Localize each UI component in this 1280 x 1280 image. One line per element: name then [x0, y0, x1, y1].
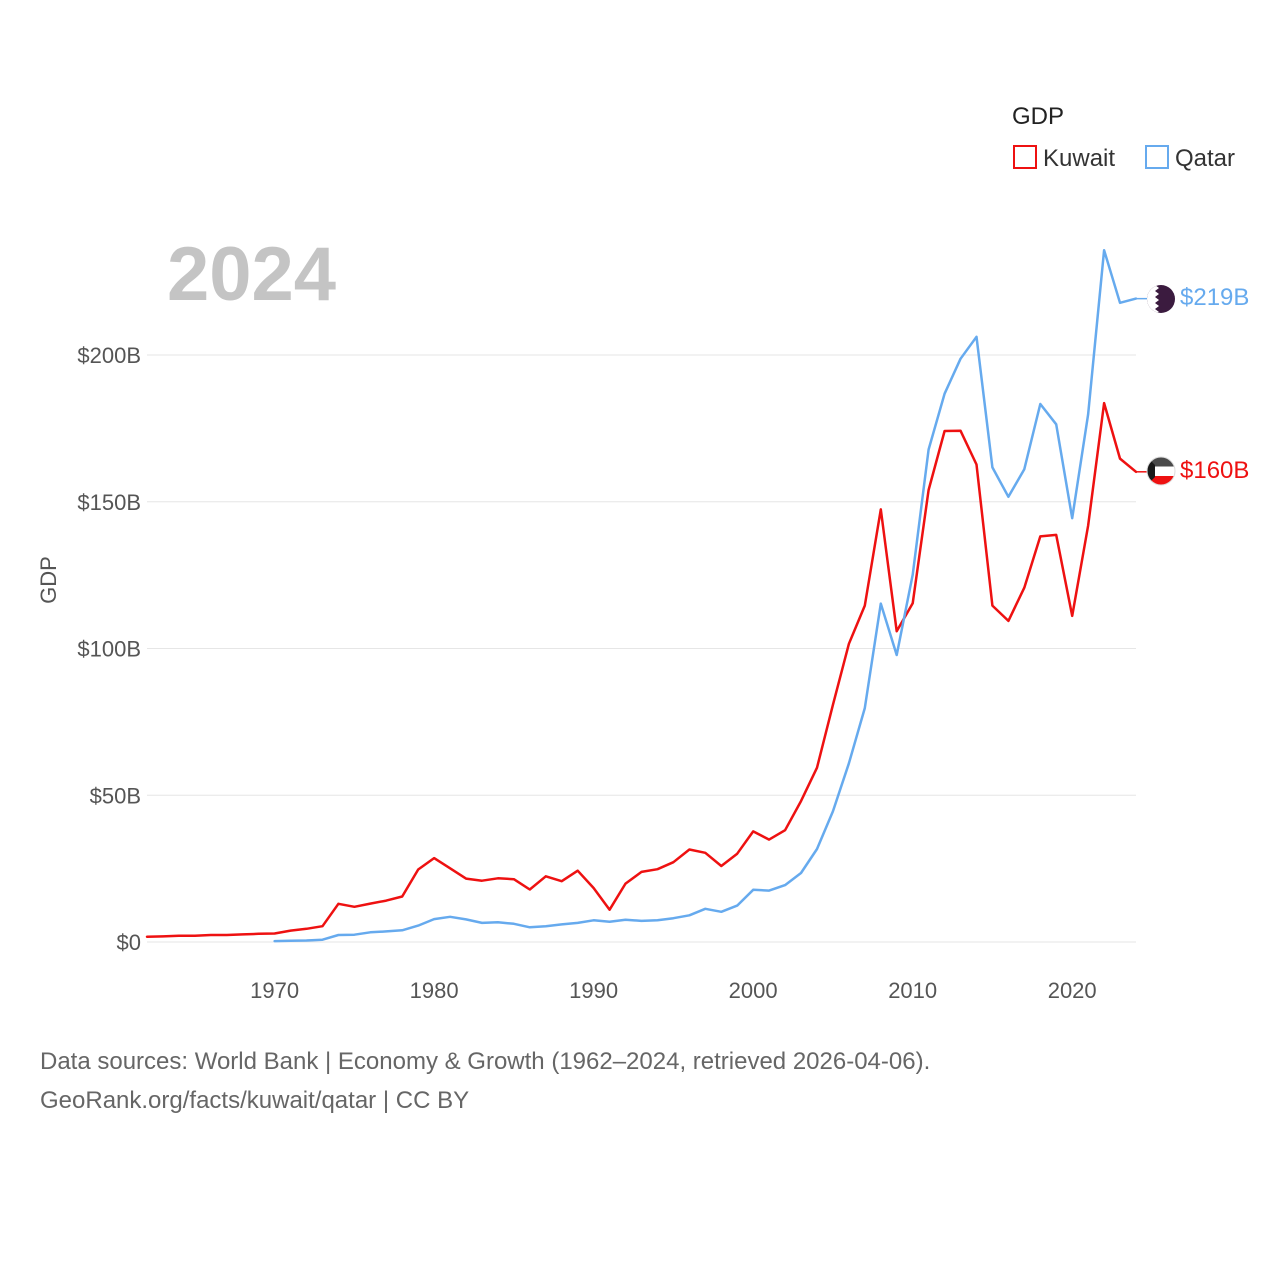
qatar-flag-icon	[1147, 285, 1175, 313]
x-tick-label: 1970	[250, 978, 299, 1003]
y-tick-label: $200B	[77, 343, 141, 368]
year-watermark: 2024	[167, 232, 336, 317]
y-tick-label: $50B	[90, 783, 141, 808]
footer: Data sources: World Bank | Economy & Gro…	[40, 1042, 930, 1120]
legend-swatch-kuwait	[1013, 145, 1037, 169]
x-tick-label: 1980	[410, 978, 459, 1003]
x-tick-label: 2020	[1048, 978, 1097, 1003]
y-tick-label: $150B	[77, 490, 141, 515]
data-source-note: Data sources: World Bank | Economy & Gro…	[40, 1048, 931, 1075]
attribution-link[interactable]: GeoRank.org/facts/kuwait/qatar | CC BY	[40, 1087, 470, 1114]
series-lines	[145, 248, 1147, 943]
legend-label-kuwait: Kuwait	[1043, 145, 1115, 172]
legend-swatch-qatar	[1145, 145, 1169, 169]
y-tick-label: $0	[117, 930, 141, 955]
x-axis-tick-labels: 1970 1980 1990 2000 2010 2020	[250, 978, 1097, 1003]
y-axis-tick-labels: $0 $50B $100B $150B $200B	[77, 343, 141, 955]
gdp-line-chart: $0 $50B $100B $150B $200B 1970 1980 1990 2000 20…	[36, 103, 1250, 1003]
x-tick-label: 2000	[729, 978, 778, 1003]
series-line-kuwait[interactable]	[145, 401, 1138, 938]
gridlines	[147, 354, 1136, 943]
legend: GDP Kuwait Qatar	[1012, 103, 1235, 172]
legend-label-qatar: Qatar	[1175, 145, 1235, 172]
legend-item-qatar[interactable]: Qatar	[1145, 145, 1235, 172]
x-tick-label: 1990	[569, 978, 618, 1003]
y-tick-label: $100B	[77, 637, 141, 662]
end-label-kuwait: $160B	[1180, 457, 1249, 484]
x-tick-label: 2010	[888, 978, 937, 1003]
kuwait-flag-icon	[1146, 456, 1176, 486]
y-axis-title: GDP	[36, 556, 61, 604]
legend-item-kuwait[interactable]: Kuwait	[1013, 145, 1115, 172]
series-line-qatar[interactable]	[273, 248, 1138, 943]
legend-title: GDP	[1012, 103, 1064, 130]
end-label-qatar: $219B	[1180, 284, 1249, 311]
